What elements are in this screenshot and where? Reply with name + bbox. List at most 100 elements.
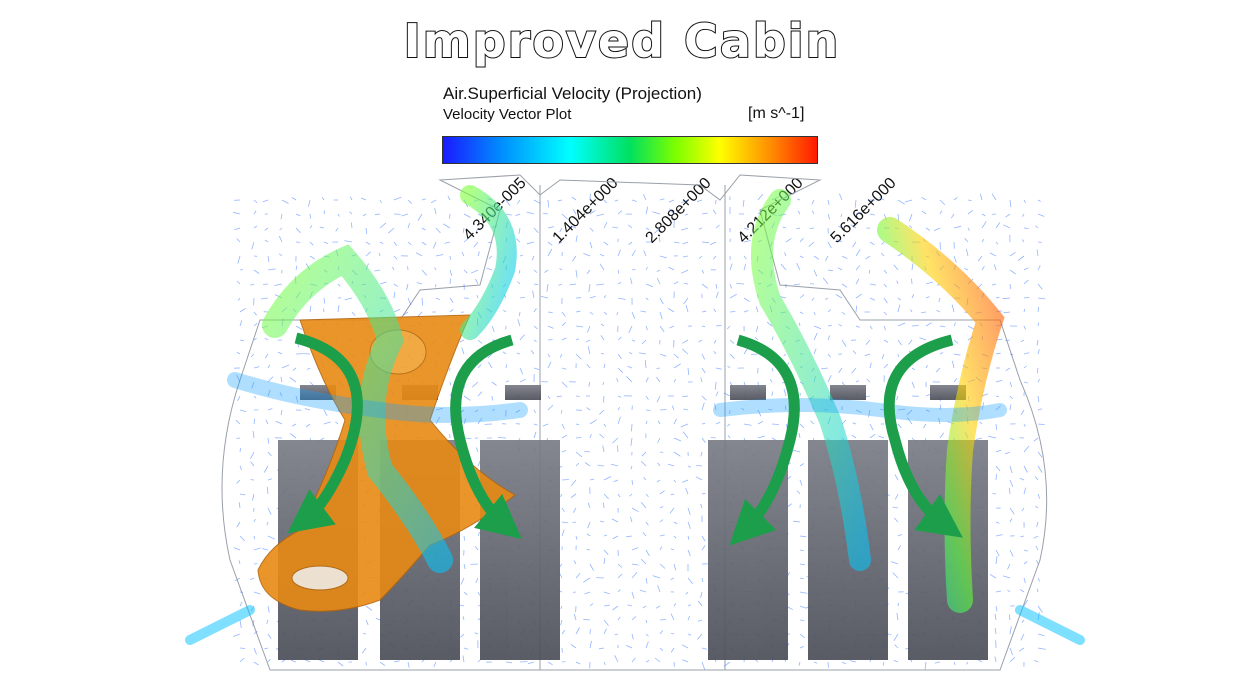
legend-units: [m s^-1] (748, 105, 805, 122)
vector-glyph (841, 311, 846, 315)
vector-glyph (841, 661, 847, 665)
vector-glyph (416, 282, 423, 285)
vector-glyph (879, 409, 885, 411)
vector-glyph (533, 423, 538, 426)
vector-glyph (1035, 545, 1039, 551)
vector-glyph (575, 451, 583, 458)
vector-glyph (250, 451, 255, 459)
vector-glyph (934, 661, 941, 664)
vector-glyph (924, 661, 927, 670)
vector-glyph (827, 269, 833, 272)
circulation-arrow-icon (450, 334, 522, 540)
vector-glyph (561, 367, 567, 370)
vector-glyph (281, 364, 290, 369)
vector-glyph (755, 306, 759, 313)
vector-glyph (627, 365, 633, 369)
vector-glyph (575, 423, 580, 426)
vector-glyph (421, 227, 426, 231)
vector-glyph (449, 255, 451, 260)
vector-glyph (540, 296, 549, 299)
vector-glyph (701, 353, 706, 360)
vector-glyph (309, 255, 315, 260)
vector-glyph (617, 445, 619, 453)
vector-glyph (991, 283, 997, 286)
vector-glyph (1037, 283, 1043, 290)
vector-glyph (995, 534, 1003, 537)
vector-glyph (925, 322, 932, 327)
vector-glyph (925, 365, 929, 369)
vector-glyph (349, 196, 353, 201)
vector-glyph (570, 643, 577, 649)
vector-glyph (992, 493, 997, 495)
vector-glyph (897, 408, 906, 411)
vector-glyph (989, 252, 997, 257)
vector-glyph (308, 199, 311, 207)
vector-glyph (813, 332, 818, 341)
vector-glyph (547, 325, 554, 329)
vector-glyph (309, 225, 313, 229)
vector-glyph (952, 360, 955, 369)
vector-glyph (239, 619, 242, 628)
vector-glyph (560, 409, 563, 414)
vector-glyph (421, 297, 424, 306)
vector-glyph (262, 548, 269, 551)
vector-glyph (994, 628, 997, 635)
vector-glyph (799, 535, 807, 538)
vector-glyph (645, 549, 650, 557)
vector-glyph (1034, 660, 1039, 663)
vector-glyph (934, 227, 941, 231)
vector-glyph (477, 339, 483, 344)
vector-glyph (701, 212, 708, 215)
vector-glyph (415, 252, 423, 257)
vector-glyph (757, 193, 764, 201)
vector-glyph (234, 227, 241, 230)
vector-glyph (682, 395, 689, 398)
vector-glyph (715, 283, 718, 289)
vector-glyph (796, 490, 801, 495)
vector-glyph (547, 353, 551, 358)
vector-glyph (893, 633, 899, 642)
vector-glyph (657, 585, 661, 593)
vector-glyph (1007, 563, 1011, 570)
vector-glyph (687, 535, 690, 540)
vector-glyph (631, 633, 634, 640)
vector-glyph (267, 389, 271, 397)
vector-glyph (729, 381, 733, 386)
vector-glyph (603, 604, 610, 607)
vector-glyph (267, 605, 270, 613)
vector-glyph (589, 419, 597, 425)
vector-glyph (239, 647, 246, 649)
vector-glyph (586, 363, 591, 369)
vector-glyph (602, 445, 605, 453)
vector-glyph (239, 601, 243, 607)
vector-glyph (570, 225, 577, 229)
vector-glyph (631, 423, 633, 432)
vector-glyph (684, 213, 689, 216)
vector-glyph (603, 199, 608, 204)
vector-glyph (253, 518, 256, 523)
vector-glyph (533, 409, 536, 413)
vector-glyph (1022, 213, 1025, 217)
vector-glyph (239, 409, 247, 413)
vector-glyph (799, 563, 806, 566)
vector-glyph (757, 409, 762, 417)
vector-glyph (546, 283, 549, 292)
vector-glyph (950, 213, 955, 219)
vector-glyph (855, 380, 860, 383)
vector-glyph (1023, 381, 1028, 384)
vector-glyph (374, 269, 381, 272)
vector-glyph (323, 409, 328, 416)
vector-glyph (896, 613, 899, 621)
vector-glyph (1009, 199, 1012, 208)
vector-glyph (1023, 352, 1030, 355)
vector-glyph (629, 493, 633, 497)
vector-glyph (526, 241, 535, 245)
vector-glyph (627, 224, 633, 229)
vector-glyph (518, 227, 521, 234)
vector-glyph (883, 283, 888, 288)
vector-glyph (542, 212, 549, 215)
vector-glyph (701, 577, 704, 583)
vector-glyph (793, 449, 801, 453)
vector-glyph (869, 362, 872, 369)
vector-glyph (599, 520, 605, 523)
